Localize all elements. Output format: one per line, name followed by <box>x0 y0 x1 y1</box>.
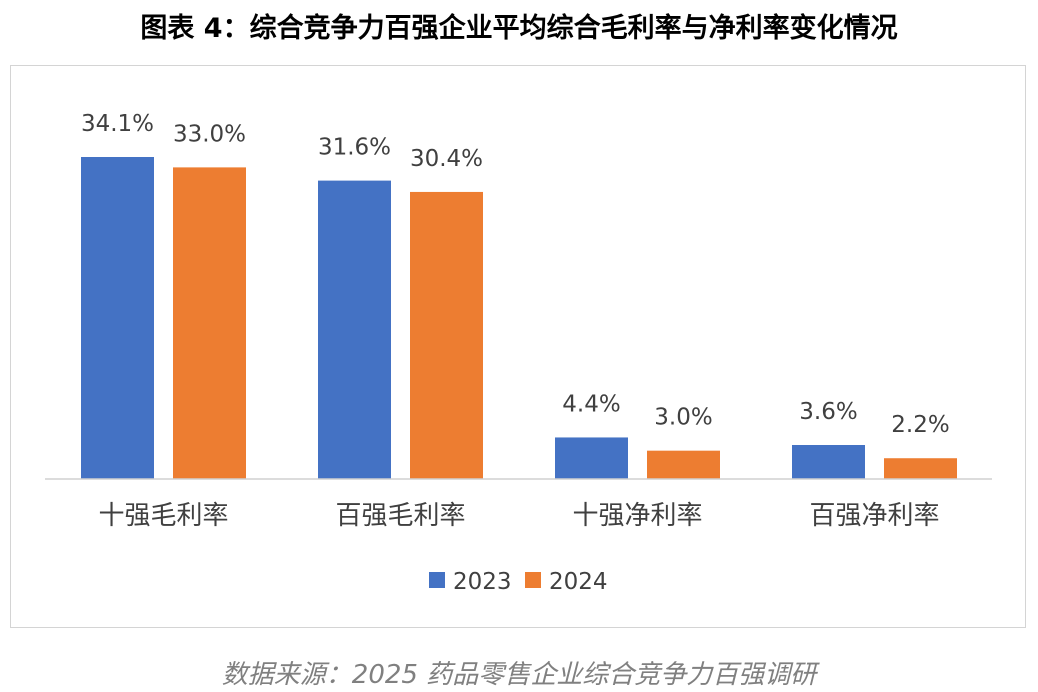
category-label-2: 百强毛利率 <box>335 501 465 531</box>
bar-2023-1 <box>81 157 154 479</box>
data-label-2024-2: 30.4% <box>410 146 483 172</box>
data-label-2023-1: 34.1% <box>81 111 154 137</box>
bar-2024-3 <box>647 450 720 479</box>
data-label-2023-4: 3.6% <box>799 399 857 425</box>
bar-2024-4 <box>884 458 957 479</box>
bar-2024-1 <box>173 167 246 480</box>
bar-2024-2 <box>410 191 483 479</box>
data-label-2024-4: 2.2% <box>891 412 949 438</box>
legend-swatch-2024 <box>525 572 541 588</box>
legend-label-2024: 2024 <box>549 569 608 595</box>
bar-2023-2 <box>318 180 391 479</box>
data-label-2024-1: 33.0% <box>173 121 246 147</box>
category-label-4: 百强净利率 <box>809 501 939 531</box>
data-source-note: 数据来源：2025 药品零售企业综合竞争力百强调研 <box>221 660 817 690</box>
data-label-2023-2: 31.6% <box>318 135 391 161</box>
chart-frame <box>10 65 1026 628</box>
data-label-2023-3: 4.4% <box>562 391 620 417</box>
data-label-2024-3: 3.0% <box>654 405 712 431</box>
legend-swatch-2023 <box>429 572 445 588</box>
bar-2023-4 <box>792 445 865 479</box>
category-label-3: 十强净利率 <box>572 501 702 531</box>
category-label-1: 十强毛利率 <box>98 501 228 531</box>
chart-title: 图表 4：综合竞争力百强企业平均综合毛利率与净利率变化情况 <box>140 13 898 44</box>
bar-2023-3 <box>555 437 628 479</box>
legend-label-2023: 2023 <box>453 569 512 595</box>
